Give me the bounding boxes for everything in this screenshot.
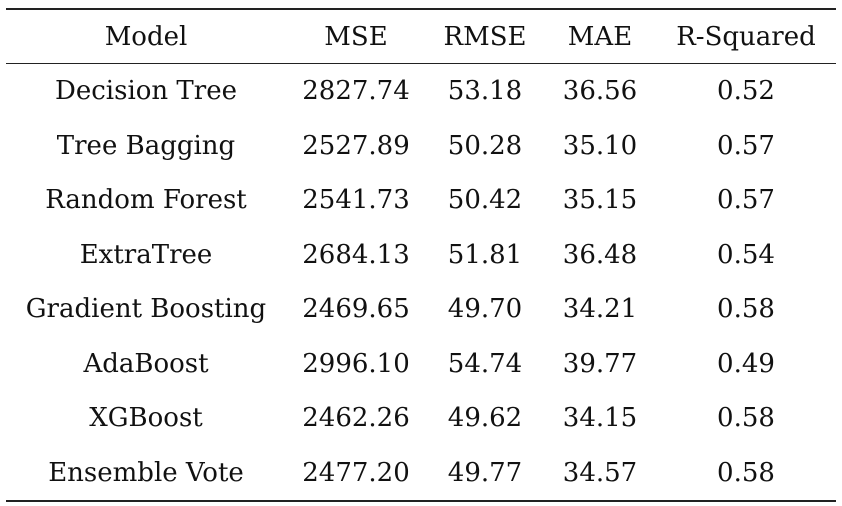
r-squared-cell: 0.58 <box>717 403 775 434</box>
model-name-cell: ExtraTree <box>79 239 213 270</box>
results-table-container: Model MSE RMSE MAE R-Squared Decision Tr… <box>6 8 836 502</box>
mse-cell: 2996.10 <box>302 348 410 379</box>
table-row: Ensemble Vote 2477.20 49.77 34.57 0.58 <box>6 446 836 501</box>
table-row: Tree Bagging 2527.89 50.28 35.10 0.57 <box>6 119 836 174</box>
header-mse: MSE <box>324 21 388 52</box>
table-header-row: Model MSE RMSE MAE R-Squared <box>6 9 836 64</box>
rmse-cell: 49.70 <box>447 294 523 325</box>
model-name-cell: Tree Bagging <box>56 130 236 161</box>
model-name-cell: AdaBoost <box>83 348 209 379</box>
model-name-cell: Random Forest <box>45 185 247 216</box>
header-mae: MAE <box>567 21 633 52</box>
mse-cell: 2477.20 <box>302 457 410 488</box>
table-row: Decision Tree 2827.74 53.18 36.56 0.52 <box>6 64 836 119</box>
mae-cell: 34.21 <box>562 294 638 325</box>
mse-cell: 2827.74 <box>302 76 410 107</box>
rmse-cell: 51.81 <box>447 239 523 270</box>
table-row: Gradient Boosting 2469.65 49.70 34.21 0.… <box>6 282 836 337</box>
mse-cell: 2541.73 <box>302 185 410 216</box>
table-row: AdaBoost 2996.10 54.74 39.77 0.49 <box>6 337 836 392</box>
model-name-cell: Decision Tree <box>55 76 237 107</box>
header-model: Model <box>104 21 188 52</box>
r-squared-cell: 0.52 <box>717 76 775 107</box>
model-name-cell: XGBoost <box>89 403 203 434</box>
r-squared-cell: 0.57 <box>717 185 775 216</box>
mse-cell: 2527.89 <box>302 130 410 161</box>
header-rmse: RMSE <box>443 21 527 52</box>
r-squared-cell: 0.57 <box>717 130 775 161</box>
table-row: XGBoost 2462.26 49.62 34.15 0.58 <box>6 391 836 446</box>
header-r-squared: R-Squared <box>676 21 816 52</box>
model-name-cell: Ensemble Vote <box>48 457 244 488</box>
rmse-cell: 49.62 <box>447 403 523 434</box>
mae-cell: 36.56 <box>562 76 638 107</box>
rmse-cell: 50.42 <box>447 185 523 216</box>
r-squared-cell: 0.49 <box>717 348 775 379</box>
mae-cell: 35.10 <box>562 130 638 161</box>
r-squared-cell: 0.58 <box>717 457 775 488</box>
rmse-cell: 54.74 <box>447 348 523 379</box>
mae-cell: 36.48 <box>562 239 638 270</box>
table-row: Random Forest 2541.73 50.42 35.15 0.57 <box>6 173 836 228</box>
rmse-cell: 49.77 <box>447 457 523 488</box>
mse-cell: 2469.65 <box>302 294 410 325</box>
rmse-cell: 53.18 <box>447 76 523 107</box>
mae-cell: 35.15 <box>562 185 638 216</box>
model-name-cell: Gradient Boosting <box>25 294 267 325</box>
rmse-cell: 50.28 <box>447 130 523 161</box>
r-squared-cell: 0.58 <box>717 294 775 325</box>
mae-cell: 39.77 <box>562 348 638 379</box>
table-row: ExtraTree 2684.13 51.81 36.48 0.54 <box>6 228 836 283</box>
mae-cell: 34.15 <box>562 403 638 434</box>
mse-cell: 2462.26 <box>302 403 410 434</box>
mae-cell: 34.57 <box>562 457 638 488</box>
model-metrics-table: Model MSE RMSE MAE R-Squared Decision Tr… <box>6 8 836 502</box>
r-squared-cell: 0.54 <box>717 239 775 270</box>
mse-cell: 2684.13 <box>302 239 410 270</box>
